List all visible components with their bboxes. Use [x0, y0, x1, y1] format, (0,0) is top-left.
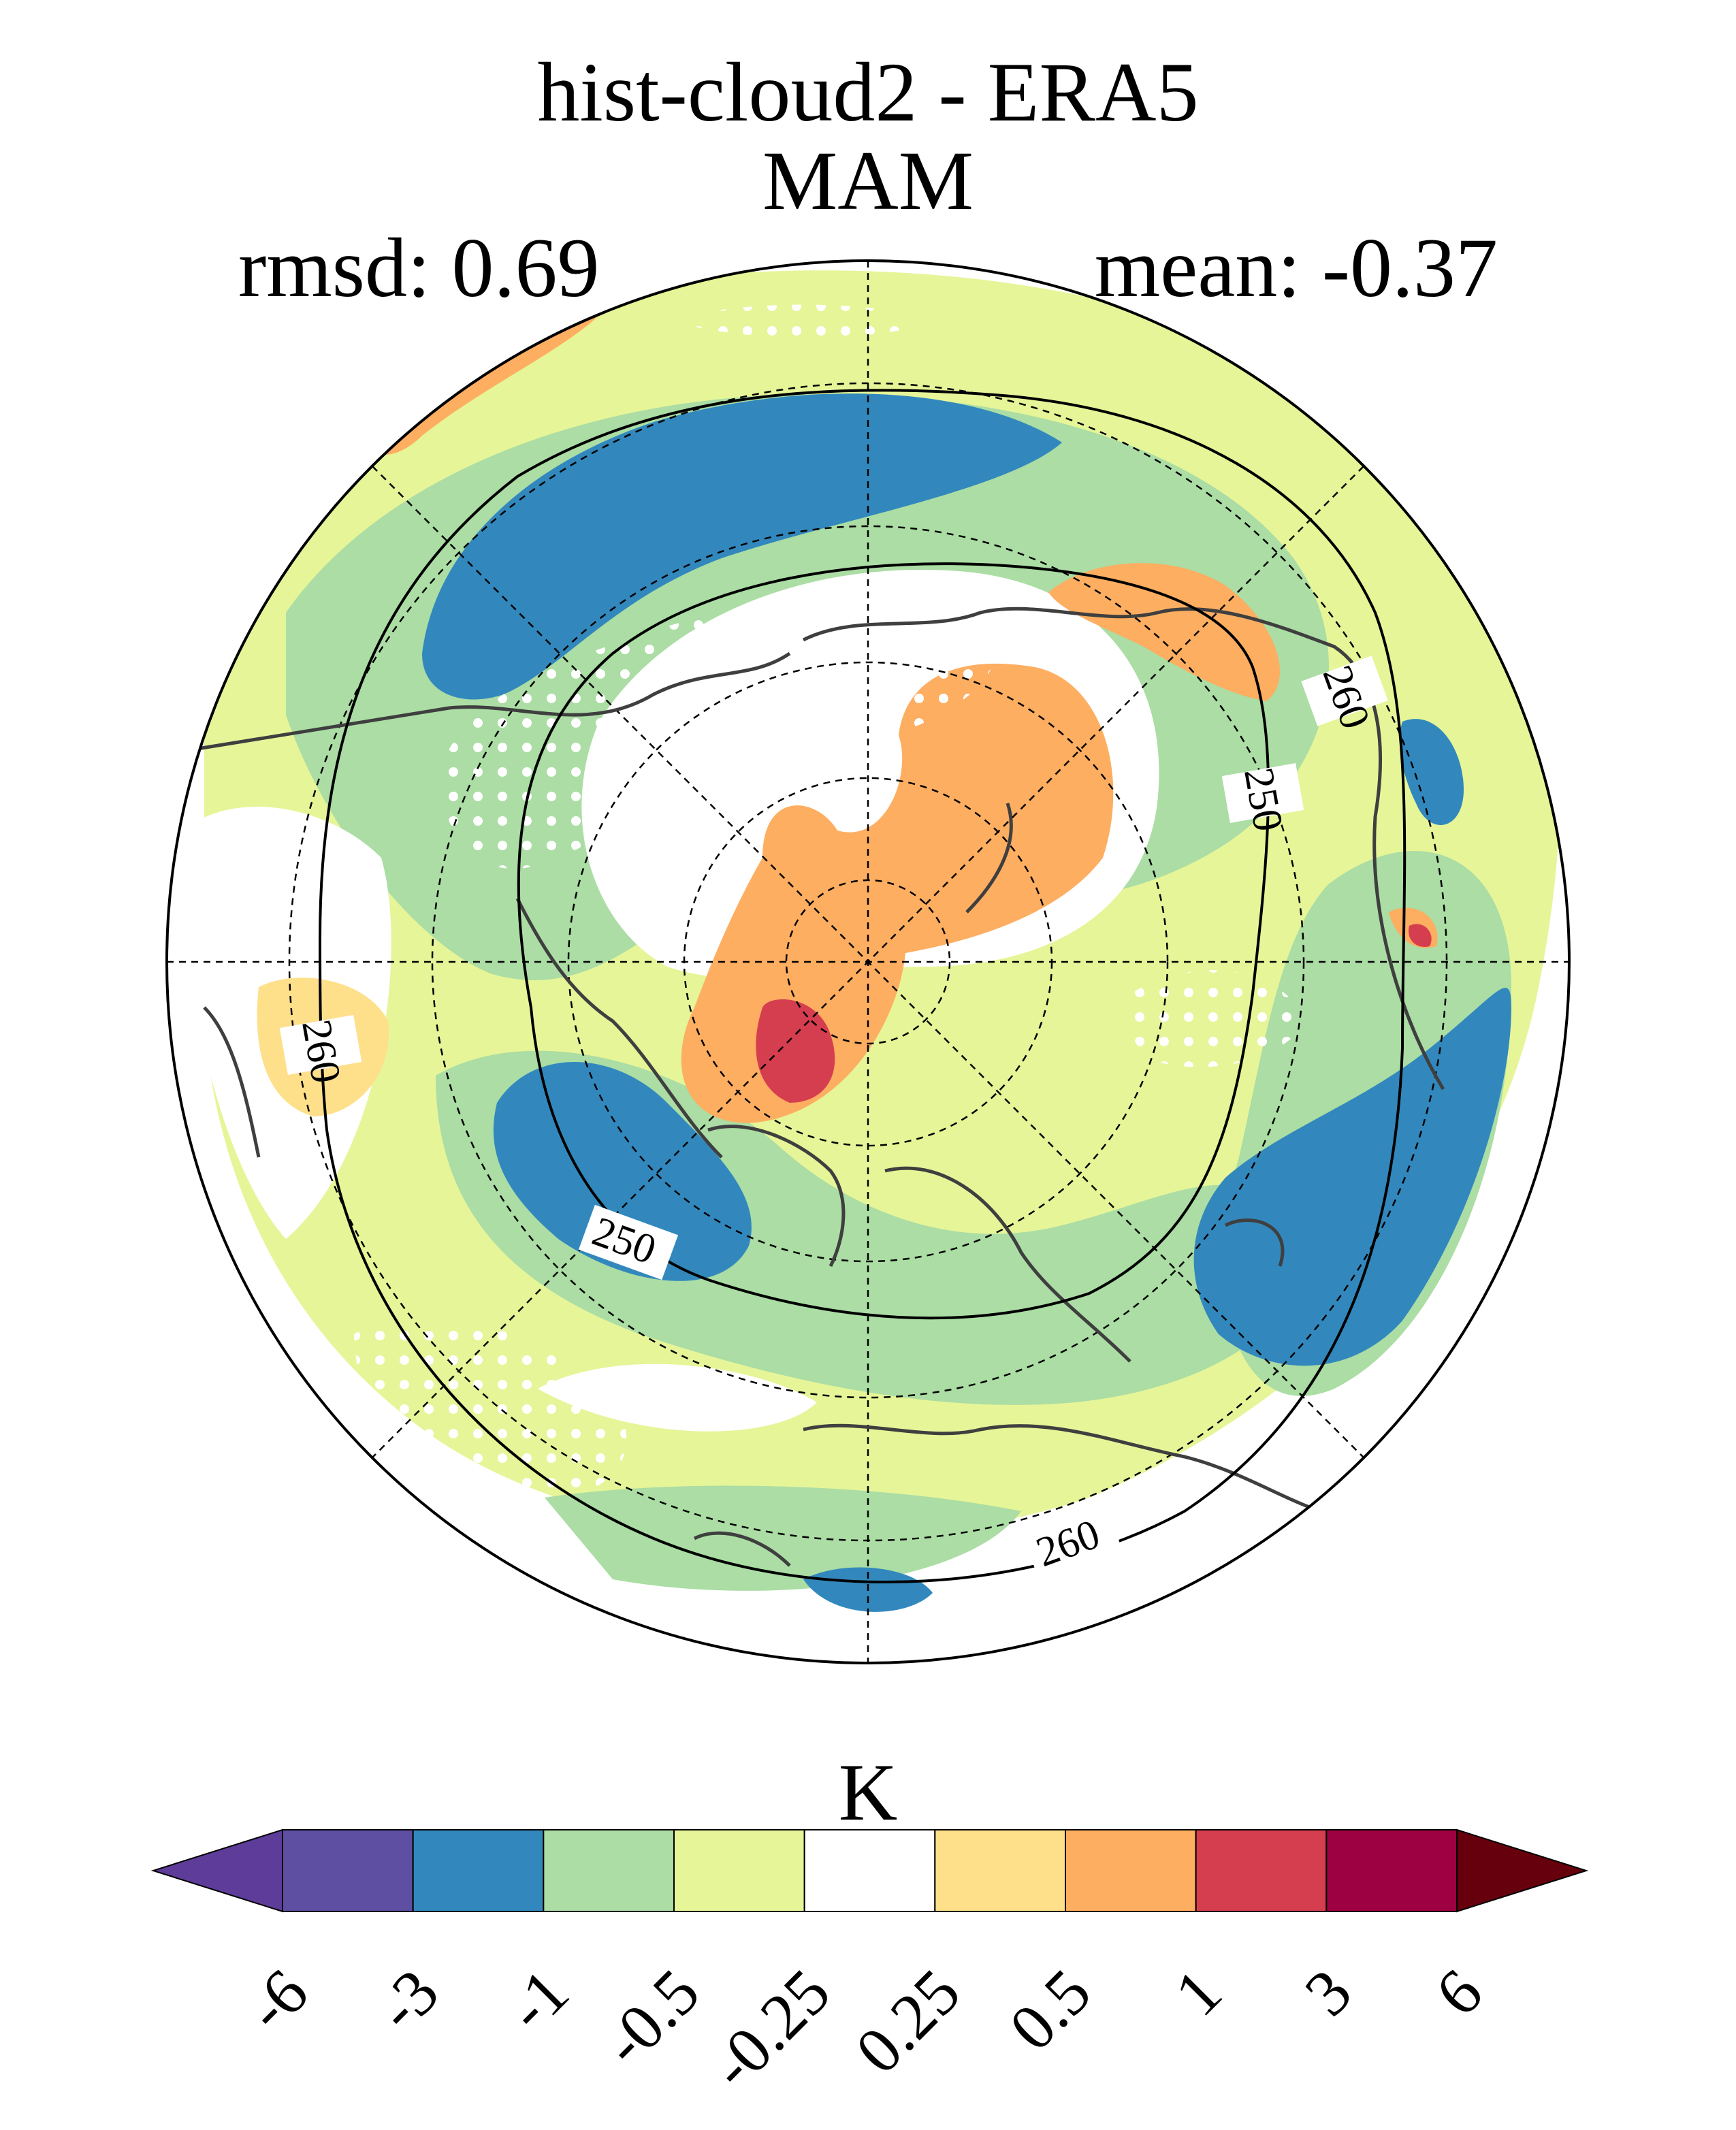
- title-line-1: hist-cloud2 - ERA5: [537, 46, 1199, 139]
- colorbar-bin: [412, 1829, 545, 1912]
- field-region: [545, 1485, 1021, 1591]
- contour-260: [318, 389, 1407, 1583]
- colorbar-tick-label: -6: [231, 1954, 322, 2046]
- colorbar-tick-label: 0.5: [995, 1954, 1105, 2065]
- colorbar-units: K: [838, 1747, 898, 1837]
- stippling: [667, 304, 939, 338]
- coastlines: [197, 607, 1445, 1567]
- colorbar-tick-label: 3: [1291, 1954, 1366, 2030]
- colorbar-tick-label: 0.25: [841, 1954, 974, 2088]
- field-region: [422, 393, 1062, 700]
- colorbar-bin: [803, 1829, 936, 1912]
- field-region: [1409, 924, 1432, 947]
- contour-label-260-c: 260: [293, 1016, 349, 1086]
- colorbar-tick-label: -0.5: [588, 1954, 713, 2080]
- stippling: [354, 1317, 627, 1500]
- contour-label-250-b: 250: [1235, 764, 1291, 835]
- colorbar-tick-label: -0.25: [696, 1954, 844, 2103]
- stippling: [443, 598, 1001, 869]
- polar-map: 250 250 260 260 260: [165, 259, 1571, 1664]
- field-region: [1400, 719, 1464, 826]
- colorbar-bin: [1065, 1829, 1197, 1912]
- map-boundary: [165, 259, 1571, 1664]
- colorbar-extend-high: [1456, 1828, 1589, 1913]
- colorbar: [150, 1828, 1589, 1913]
- colorbar-bin: [1325, 1829, 1458, 1912]
- colorbar-tick-label: -3: [361, 1954, 453, 2046]
- colorbar-tick-label: 6: [1421, 1954, 1496, 2030]
- title-line-2: MAM: [762, 134, 974, 227]
- colorbar-bin: [282, 1829, 414, 1912]
- contour-labels: 250 250 260 260 260: [279, 656, 1388, 1580]
- colorbar-tick-label: -1: [492, 1954, 583, 2046]
- rmsd-label: rmsd: 0.69: [238, 221, 600, 314]
- field-region: [1193, 988, 1511, 1366]
- colorbar-extend-low: [150, 1828, 283, 1913]
- colorbar-tick-label: 1: [1160, 1954, 1236, 2030]
- colorbar-bin: [673, 1829, 805, 1912]
- contour-250: [517, 562, 1270, 1320]
- map-field: 250 250 260 260 260: [167, 261, 1569, 1663]
- colorbar-bin: [1195, 1829, 1328, 1912]
- graticule: [167, 261, 1569, 1663]
- colorbar-bin: [934, 1829, 1067, 1912]
- contours: [318, 389, 1407, 1583]
- stippling: [1127, 970, 1307, 1067]
- mean-label: mean: -0.37: [1094, 221, 1498, 314]
- colorbar-bin: [543, 1829, 675, 1912]
- field-region: [493, 1062, 752, 1281]
